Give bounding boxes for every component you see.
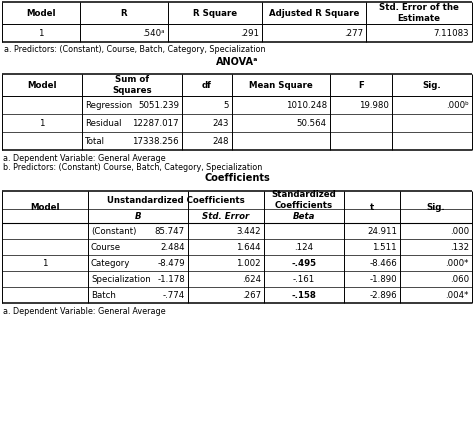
Text: R Square: R Square — [193, 9, 237, 18]
Text: Coefficients: Coefficients — [204, 173, 270, 183]
Text: .624: .624 — [242, 274, 261, 283]
Text: -2.896: -2.896 — [369, 291, 397, 300]
Text: 12287.017: 12287.017 — [132, 119, 179, 128]
Text: 50.564: 50.564 — [297, 119, 327, 128]
Text: Sum of
Squares: Sum of Squares — [112, 75, 152, 95]
Text: 24.911: 24.911 — [367, 226, 397, 235]
Text: -8.466: -8.466 — [369, 259, 397, 268]
Text: .540ᵃ: .540ᵃ — [143, 29, 165, 38]
Text: 2.484: 2.484 — [160, 243, 185, 252]
Text: .291: .291 — [240, 29, 259, 38]
Text: a. Predictors: (Constant), Course, Batch, Category, Specialization: a. Predictors: (Constant), Course, Batch… — [4, 45, 265, 54]
Text: -8.479: -8.479 — [157, 259, 185, 268]
Text: Sig.: Sig. — [427, 202, 446, 211]
Text: a. Dependent Variable: General Average: a. Dependent Variable: General Average — [3, 154, 165, 163]
Text: .124: .124 — [294, 243, 314, 252]
Text: Mean Square: Mean Square — [249, 80, 313, 89]
Text: Std. Error: Std. Error — [202, 211, 250, 220]
Text: 1.002: 1.002 — [237, 259, 261, 268]
Text: R: R — [121, 9, 128, 18]
Text: Unstandardized Coefficients: Unstandardized Coefficients — [107, 196, 245, 205]
Text: .267: .267 — [242, 291, 261, 300]
Text: 1: 1 — [38, 29, 44, 38]
Text: -.774: -.774 — [163, 291, 185, 300]
Text: Model: Model — [30, 202, 60, 211]
Text: Specialization: Specialization — [91, 274, 151, 283]
Text: t: t — [370, 202, 374, 211]
Text: 1.644: 1.644 — [237, 243, 261, 252]
Text: Model: Model — [26, 9, 56, 18]
Text: 17338.256: 17338.256 — [132, 137, 179, 146]
Text: 248: 248 — [212, 137, 229, 146]
Text: 1010.248: 1010.248 — [286, 101, 327, 110]
Text: .000*: .000* — [446, 259, 469, 268]
Text: (Constant): (Constant) — [91, 226, 137, 235]
Text: -1.178: -1.178 — [157, 274, 185, 283]
Text: 1: 1 — [39, 119, 45, 128]
Text: .000: .000 — [450, 226, 469, 235]
Text: 1.511: 1.511 — [373, 243, 397, 252]
Text: B: B — [135, 211, 141, 220]
Text: F: F — [358, 80, 364, 89]
Text: ANOVAᵃ: ANOVAᵃ — [216, 57, 258, 67]
Text: -1.890: -1.890 — [369, 274, 397, 283]
Text: 85.747: 85.747 — [155, 226, 185, 235]
Text: 1: 1 — [42, 259, 48, 268]
Text: .004*: .004* — [446, 291, 469, 300]
Text: Regression: Regression — [85, 101, 132, 110]
Text: 5051.239: 5051.239 — [138, 101, 179, 110]
Text: Model: Model — [27, 80, 57, 89]
Text: 7.11083: 7.11083 — [433, 29, 469, 38]
Text: .000ᵇ: .000ᵇ — [446, 101, 469, 110]
Text: 5: 5 — [224, 101, 229, 110]
Text: df: df — [202, 80, 212, 89]
Text: -.495: -.495 — [292, 259, 317, 268]
Text: Course: Course — [91, 243, 121, 252]
Text: Total: Total — [85, 137, 105, 146]
Text: Standardized
Coefficients: Standardized Coefficients — [272, 190, 337, 210]
Text: Adjusted R Square: Adjusted R Square — [269, 9, 359, 18]
Text: -.161: -.161 — [293, 274, 315, 283]
Text: 3.442: 3.442 — [237, 226, 261, 235]
Text: Batch: Batch — [91, 291, 116, 300]
Text: Beta: Beta — [293, 211, 315, 220]
Text: 19.980: 19.980 — [359, 101, 389, 110]
Text: Category: Category — [91, 259, 130, 268]
Text: -.158: -.158 — [292, 291, 317, 300]
Text: .060: .060 — [450, 274, 469, 283]
Text: Sig.: Sig. — [423, 80, 441, 89]
Text: .132: .132 — [450, 243, 469, 252]
Text: b. Predictors: (Constant) Course, Batch, Category, Specialization: b. Predictors: (Constant) Course, Batch,… — [3, 163, 262, 172]
Text: a. Dependent Variable: General Average: a. Dependent Variable: General Average — [3, 306, 165, 315]
Text: Residual: Residual — [85, 119, 121, 128]
Text: Std. Error of the
Estimate: Std. Error of the Estimate — [379, 3, 459, 23]
Text: .277: .277 — [344, 29, 363, 38]
Text: 243: 243 — [212, 119, 229, 128]
